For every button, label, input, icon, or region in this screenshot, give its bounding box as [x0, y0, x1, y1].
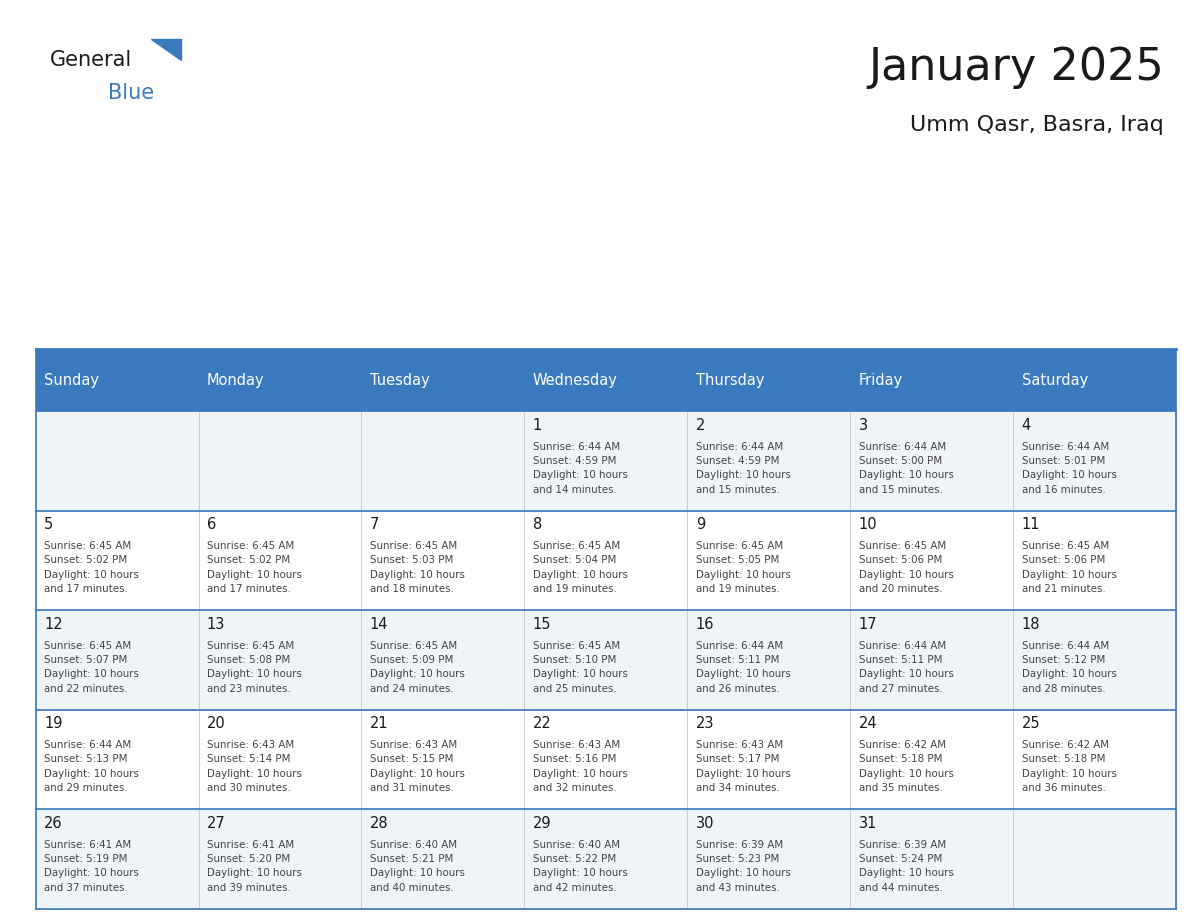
Text: 27: 27 [207, 816, 226, 831]
Text: 11: 11 [1022, 517, 1040, 532]
Text: 3: 3 [859, 418, 867, 432]
Text: Sunrise: 6:44 AM
Sunset: 4:59 PM
Daylight: 10 hours
and 15 minutes.: Sunrise: 6:44 AM Sunset: 4:59 PM Dayligh… [696, 442, 790, 495]
Text: 2: 2 [696, 418, 704, 432]
Text: 29: 29 [532, 816, 551, 831]
Text: 9: 9 [696, 517, 704, 532]
Text: Sunrise: 6:45 AM
Sunset: 5:10 PM
Daylight: 10 hours
and 25 minutes.: Sunrise: 6:45 AM Sunset: 5:10 PM Dayligh… [532, 641, 627, 694]
Text: 21: 21 [369, 716, 388, 732]
Text: 13: 13 [207, 617, 226, 632]
Text: 6: 6 [207, 517, 216, 532]
Text: Sunrise: 6:45 AM
Sunset: 5:02 PM
Daylight: 10 hours
and 17 minutes.: Sunrise: 6:45 AM Sunset: 5:02 PM Dayligh… [44, 541, 139, 594]
Text: January 2025: January 2025 [868, 46, 1164, 89]
Text: Sunrise: 6:44 AM
Sunset: 5:12 PM
Daylight: 10 hours
and 28 minutes.: Sunrise: 6:44 AM Sunset: 5:12 PM Dayligh… [1022, 641, 1117, 694]
Text: 22: 22 [532, 716, 551, 732]
Text: Sunrise: 6:45 AM
Sunset: 5:06 PM
Daylight: 10 hours
and 20 minutes.: Sunrise: 6:45 AM Sunset: 5:06 PM Dayligh… [859, 541, 954, 594]
Text: Sunrise: 6:44 AM
Sunset: 5:00 PM
Daylight: 10 hours
and 15 minutes.: Sunrise: 6:44 AM Sunset: 5:00 PM Dayligh… [859, 442, 954, 495]
Text: 24: 24 [859, 716, 877, 732]
Text: 15: 15 [532, 617, 551, 632]
Text: Sunrise: 6:40 AM
Sunset: 5:22 PM
Daylight: 10 hours
and 42 minutes.: Sunrise: 6:40 AM Sunset: 5:22 PM Dayligh… [532, 840, 627, 893]
Text: Sunrise: 6:41 AM
Sunset: 5:19 PM
Daylight: 10 hours
and 37 minutes.: Sunrise: 6:41 AM Sunset: 5:19 PM Dayligh… [44, 840, 139, 893]
Text: Blue: Blue [108, 83, 154, 103]
Text: 18: 18 [1022, 617, 1040, 632]
Text: Sunrise: 6:44 AM
Sunset: 4:59 PM
Daylight: 10 hours
and 14 minutes.: Sunrise: 6:44 AM Sunset: 4:59 PM Dayligh… [532, 442, 627, 495]
Text: Sunrise: 6:45 AM
Sunset: 5:03 PM
Daylight: 10 hours
and 18 minutes.: Sunrise: 6:45 AM Sunset: 5:03 PM Dayligh… [369, 541, 465, 594]
Text: Wednesday: Wednesday [532, 373, 618, 387]
Text: General: General [50, 50, 132, 71]
Text: 16: 16 [696, 617, 714, 632]
Text: Sunrise: 6:45 AM
Sunset: 5:09 PM
Daylight: 10 hours
and 24 minutes.: Sunrise: 6:45 AM Sunset: 5:09 PM Dayligh… [369, 641, 465, 694]
Text: 1: 1 [532, 418, 542, 432]
Text: Tuesday: Tuesday [369, 373, 430, 387]
Text: 4: 4 [1022, 418, 1031, 432]
Text: Sunrise: 6:45 AM
Sunset: 5:07 PM
Daylight: 10 hours
and 22 minutes.: Sunrise: 6:45 AM Sunset: 5:07 PM Dayligh… [44, 641, 139, 694]
Text: 30: 30 [696, 816, 714, 831]
Text: Sunrise: 6:43 AM
Sunset: 5:14 PM
Daylight: 10 hours
and 30 minutes.: Sunrise: 6:43 AM Sunset: 5:14 PM Dayligh… [207, 740, 302, 793]
Text: Sunrise: 6:43 AM
Sunset: 5:16 PM
Daylight: 10 hours
and 32 minutes.: Sunrise: 6:43 AM Sunset: 5:16 PM Dayligh… [532, 740, 627, 793]
Text: Sunrise: 6:44 AM
Sunset: 5:13 PM
Daylight: 10 hours
and 29 minutes.: Sunrise: 6:44 AM Sunset: 5:13 PM Dayligh… [44, 740, 139, 793]
Text: 23: 23 [696, 716, 714, 732]
Text: 14: 14 [369, 617, 388, 632]
Text: Sunrise: 6:44 AM
Sunset: 5:11 PM
Daylight: 10 hours
and 26 minutes.: Sunrise: 6:44 AM Sunset: 5:11 PM Dayligh… [696, 641, 790, 694]
Text: 5: 5 [44, 517, 53, 532]
Text: 19: 19 [44, 716, 63, 732]
Text: Sunrise: 6:39 AM
Sunset: 5:23 PM
Daylight: 10 hours
and 43 minutes.: Sunrise: 6:39 AM Sunset: 5:23 PM Dayligh… [696, 840, 790, 893]
Text: Sunrise: 6:45 AM
Sunset: 5:06 PM
Daylight: 10 hours
and 21 minutes.: Sunrise: 6:45 AM Sunset: 5:06 PM Dayligh… [1022, 541, 1117, 594]
Text: Sunrise: 6:42 AM
Sunset: 5:18 PM
Daylight: 10 hours
and 36 minutes.: Sunrise: 6:42 AM Sunset: 5:18 PM Dayligh… [1022, 740, 1117, 793]
Text: Sunrise: 6:43 AM
Sunset: 5:17 PM
Daylight: 10 hours
and 34 minutes.: Sunrise: 6:43 AM Sunset: 5:17 PM Dayligh… [696, 740, 790, 793]
Text: Sunrise: 6:43 AM
Sunset: 5:15 PM
Daylight: 10 hours
and 31 minutes.: Sunrise: 6:43 AM Sunset: 5:15 PM Dayligh… [369, 740, 465, 793]
Text: Sunrise: 6:45 AM
Sunset: 5:05 PM
Daylight: 10 hours
and 19 minutes.: Sunrise: 6:45 AM Sunset: 5:05 PM Dayligh… [696, 541, 790, 594]
Text: 26: 26 [44, 816, 63, 831]
Text: Sunrise: 6:41 AM
Sunset: 5:20 PM
Daylight: 10 hours
and 39 minutes.: Sunrise: 6:41 AM Sunset: 5:20 PM Dayligh… [207, 840, 302, 893]
Text: Saturday: Saturday [1022, 373, 1088, 387]
Text: 10: 10 [859, 517, 877, 532]
Text: Sunrise: 6:42 AM
Sunset: 5:18 PM
Daylight: 10 hours
and 35 minutes.: Sunrise: 6:42 AM Sunset: 5:18 PM Dayligh… [859, 740, 954, 793]
Text: Umm Qasr, Basra, Iraq: Umm Qasr, Basra, Iraq [910, 115, 1164, 135]
Text: Thursday: Thursday [696, 373, 764, 387]
Text: Sunrise: 6:44 AM
Sunset: 5:01 PM
Daylight: 10 hours
and 16 minutes.: Sunrise: 6:44 AM Sunset: 5:01 PM Dayligh… [1022, 442, 1117, 495]
Text: 28: 28 [369, 816, 388, 831]
Text: 7: 7 [369, 517, 379, 532]
Text: 31: 31 [859, 816, 877, 831]
Text: 25: 25 [1022, 716, 1041, 732]
Text: 8: 8 [532, 517, 542, 532]
Text: Sunrise: 6:45 AM
Sunset: 5:04 PM
Daylight: 10 hours
and 19 minutes.: Sunrise: 6:45 AM Sunset: 5:04 PM Dayligh… [532, 541, 627, 594]
Text: 20: 20 [207, 716, 226, 732]
Text: Sunrise: 6:45 AM
Sunset: 5:08 PM
Daylight: 10 hours
and 23 minutes.: Sunrise: 6:45 AM Sunset: 5:08 PM Dayligh… [207, 641, 302, 694]
Text: Sunrise: 6:44 AM
Sunset: 5:11 PM
Daylight: 10 hours
and 27 minutes.: Sunrise: 6:44 AM Sunset: 5:11 PM Dayligh… [859, 641, 954, 694]
Text: 12: 12 [44, 617, 63, 632]
Text: Sunrise: 6:45 AM
Sunset: 5:02 PM
Daylight: 10 hours
and 17 minutes.: Sunrise: 6:45 AM Sunset: 5:02 PM Dayligh… [207, 541, 302, 594]
Text: Sunday: Sunday [44, 373, 99, 387]
Text: Monday: Monday [207, 373, 265, 387]
Text: Friday: Friday [859, 373, 903, 387]
Text: Sunrise: 6:39 AM
Sunset: 5:24 PM
Daylight: 10 hours
and 44 minutes.: Sunrise: 6:39 AM Sunset: 5:24 PM Dayligh… [859, 840, 954, 893]
Text: Sunrise: 6:40 AM
Sunset: 5:21 PM
Daylight: 10 hours
and 40 minutes.: Sunrise: 6:40 AM Sunset: 5:21 PM Dayligh… [369, 840, 465, 893]
Text: 17: 17 [859, 617, 877, 632]
